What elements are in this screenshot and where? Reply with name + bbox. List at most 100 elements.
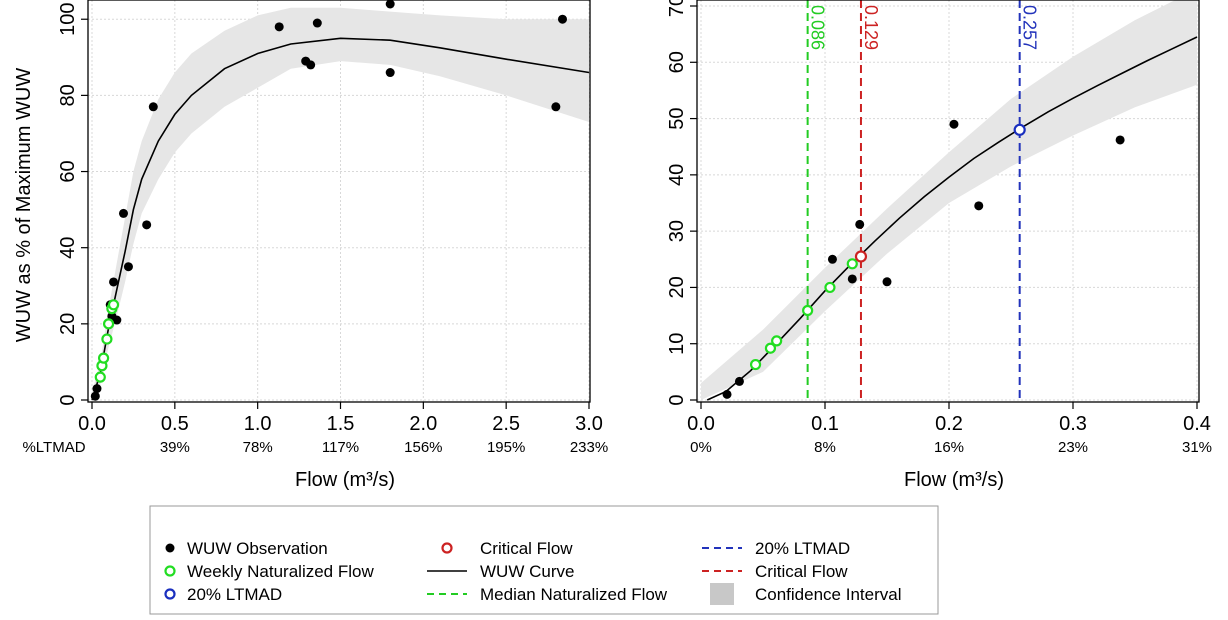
observation-point <box>385 0 395 9</box>
x-tick-label: 0.0 <box>687 413 715 435</box>
plot-area <box>701 0 1198 402</box>
x-axis-title: Flow (m³/s) <box>904 469 1004 491</box>
observation-point <box>722 389 732 399</box>
naturalized-flow-point <box>764 342 777 354</box>
ltmad-tick-label: 0% <box>690 439 712 456</box>
x-tick-label: 2.5 <box>492 413 520 435</box>
y-tick-label: 0 <box>57 394 79 405</box>
y-tick-label: 50 <box>666 107 688 129</box>
x-tick-label: 2.0 <box>409 413 437 435</box>
legend-item: WUW Observation <box>165 539 328 558</box>
y-tick-label: 10 <box>666 333 688 355</box>
ltmad-point <box>1013 123 1026 136</box>
plot-frame <box>696 0 1200 403</box>
legend-item: 20% LTMAD <box>164 585 282 604</box>
plot-area <box>90 0 590 401</box>
y-tick-label: 40 <box>666 164 688 186</box>
observation-point <box>1115 135 1125 145</box>
naturalized-flow-point <box>102 318 115 330</box>
legend-item: Median Naturalized Flow <box>427 585 668 604</box>
vline-label: 0.129 <box>861 5 881 50</box>
observation-point <box>847 274 857 284</box>
observation-point <box>385 68 395 78</box>
x-tick-label: 0.1 <box>811 413 839 435</box>
legend-item: Critical Flow <box>702 562 848 581</box>
y-tick-label: 80 <box>57 84 79 106</box>
ltmad-tick-label: 16% <box>934 439 964 456</box>
legend-label: Weekly Naturalized Flow <box>187 562 374 581</box>
naturalized-flow-point <box>771 335 783 347</box>
legend-label: WUW Observation <box>187 539 328 558</box>
legend-item: WUW Curve <box>427 562 574 581</box>
ltmad-tick-label: 156% <box>404 439 442 456</box>
plot-frame <box>87 0 591 403</box>
observation-point <box>551 102 561 112</box>
legend: WUW Observation Weekly Naturalized Flow 20… <box>149 505 939 615</box>
legend-label: Confidence Interval <box>755 585 901 604</box>
observation-point <box>118 208 128 218</box>
observation-point <box>148 102 158 112</box>
naturalized-flow-point <box>101 333 113 345</box>
ltmad-tick-label: 31% <box>1182 439 1212 456</box>
y-tick-label: 60 <box>666 51 688 73</box>
observation-point <box>312 18 322 28</box>
legend-item: 20% LTMAD <box>702 539 850 558</box>
observation-point <box>142 220 152 230</box>
gridlines <box>88 0 590 402</box>
x-tick-label: 0.4 <box>1183 413 1211 435</box>
observation-point <box>855 219 865 229</box>
y-tick-label: 60 <box>57 160 79 182</box>
legend-item: Confidence Interval <box>710 583 901 605</box>
legend-item: Critical Flow <box>441 539 573 558</box>
naturalized-flow-point <box>97 352 110 364</box>
legend-ring-icon <box>164 565 176 577</box>
x-tick-label: 0.0 <box>78 413 106 435</box>
legend-label: WUW Curve <box>480 562 574 581</box>
observation-point <box>949 119 959 129</box>
right-panel: 0.086 0.129 0.257 0.0 0.1 0.2 0.3 0.4 0 10 20 30 40 5… <box>666 0 1212 491</box>
critical-flow-point <box>854 250 868 263</box>
observation-point <box>274 22 284 32</box>
legend-label: Critical Flow <box>480 539 573 558</box>
y-tick-label: 0 <box>666 394 688 405</box>
ltmad-tick-label: 233% <box>570 439 608 456</box>
x-tick-label: 0.3 <box>1059 413 1087 435</box>
naturalized-flow-point <box>94 371 106 383</box>
confidence-band <box>701 0 1197 400</box>
x-tick-label: 1.0 <box>244 413 272 435</box>
y-tick-label: 100 <box>57 3 79 36</box>
wuw-curve <box>706 36 1198 401</box>
naturalized-flow-point <box>749 358 762 371</box>
legend-item: Weekly Naturalized Flow <box>164 562 374 581</box>
x-tick-label: 1.5 <box>327 413 355 435</box>
legend-label: Median Naturalized Flow <box>480 585 668 604</box>
observation-point <box>92 384 102 394</box>
y-tick-label: 70 <box>666 0 688 17</box>
ltmad-tick-label: 8% <box>814 439 836 456</box>
legend-dot-icon <box>165 543 175 553</box>
naturalized-flow-point <box>802 304 814 317</box>
ltmad-row-label: %LTMAD <box>22 439 85 456</box>
ltmad-tick-label: 78% <box>243 439 273 456</box>
y-axis-title: WUW as % of Maximum WUW <box>13 68 35 343</box>
y-tick-label: 20 <box>57 313 79 335</box>
legend-box-icon <box>710 583 734 605</box>
observation-point <box>306 60 316 70</box>
wuw-curve <box>91 37 590 401</box>
confidence-band <box>92 7 589 401</box>
legend-ring-icon <box>441 542 453 554</box>
legend-label: 20% LTMAD <box>755 539 850 558</box>
x-axis-title: Flow (m³/s) <box>295 469 395 491</box>
observation-point <box>123 262 133 272</box>
x-tick-label: 0.5 <box>161 413 189 435</box>
ltmad-tick-label: 117% <box>322 439 359 456</box>
observation-point <box>882 277 892 287</box>
vline-label: 0.086 <box>808 5 828 50</box>
x-tick-label: 3.0 <box>575 413 603 435</box>
y-tick-label: 20 <box>666 276 688 298</box>
naturalized-flow-point <box>107 299 120 311</box>
observation-point <box>90 391 100 401</box>
observation-point <box>734 376 744 386</box>
ltmad-tick-label: 39% <box>160 439 190 456</box>
